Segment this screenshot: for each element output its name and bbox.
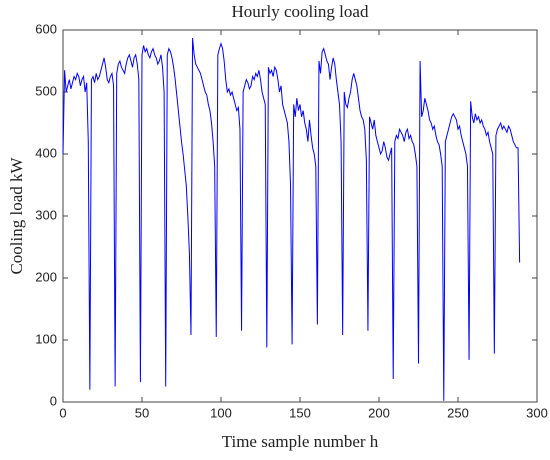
y-tick-label: 300 [35, 207, 57, 222]
chart-title: Hourly cooling load [232, 2, 369, 21]
x-tick-label: 300 [526, 405, 548, 420]
y-tick-label: 100 [35, 331, 57, 346]
x-tick-label: 150 [289, 405, 311, 420]
y-tick-label: 500 [35, 83, 57, 98]
x-axis-label: Time sample number h [222, 432, 379, 451]
plot-frame [62, 29, 538, 403]
y-tick-label: 600 [35, 21, 57, 36]
y-tick-label: 400 [35, 145, 57, 160]
x-tick-label: 50 [135, 405, 149, 420]
y-axis-label: Cooling load kW [7, 157, 26, 275]
x-tick-label: 200 [368, 405, 390, 420]
x-tick-label: 100 [210, 405, 232, 420]
x-tick-label: 250 [447, 405, 469, 420]
x-tick-label: 0 [59, 405, 66, 420]
data-line [62, 38, 521, 401]
y-tick-label: 200 [35, 269, 57, 284]
y-tick-label: 0 [50, 393, 57, 408]
